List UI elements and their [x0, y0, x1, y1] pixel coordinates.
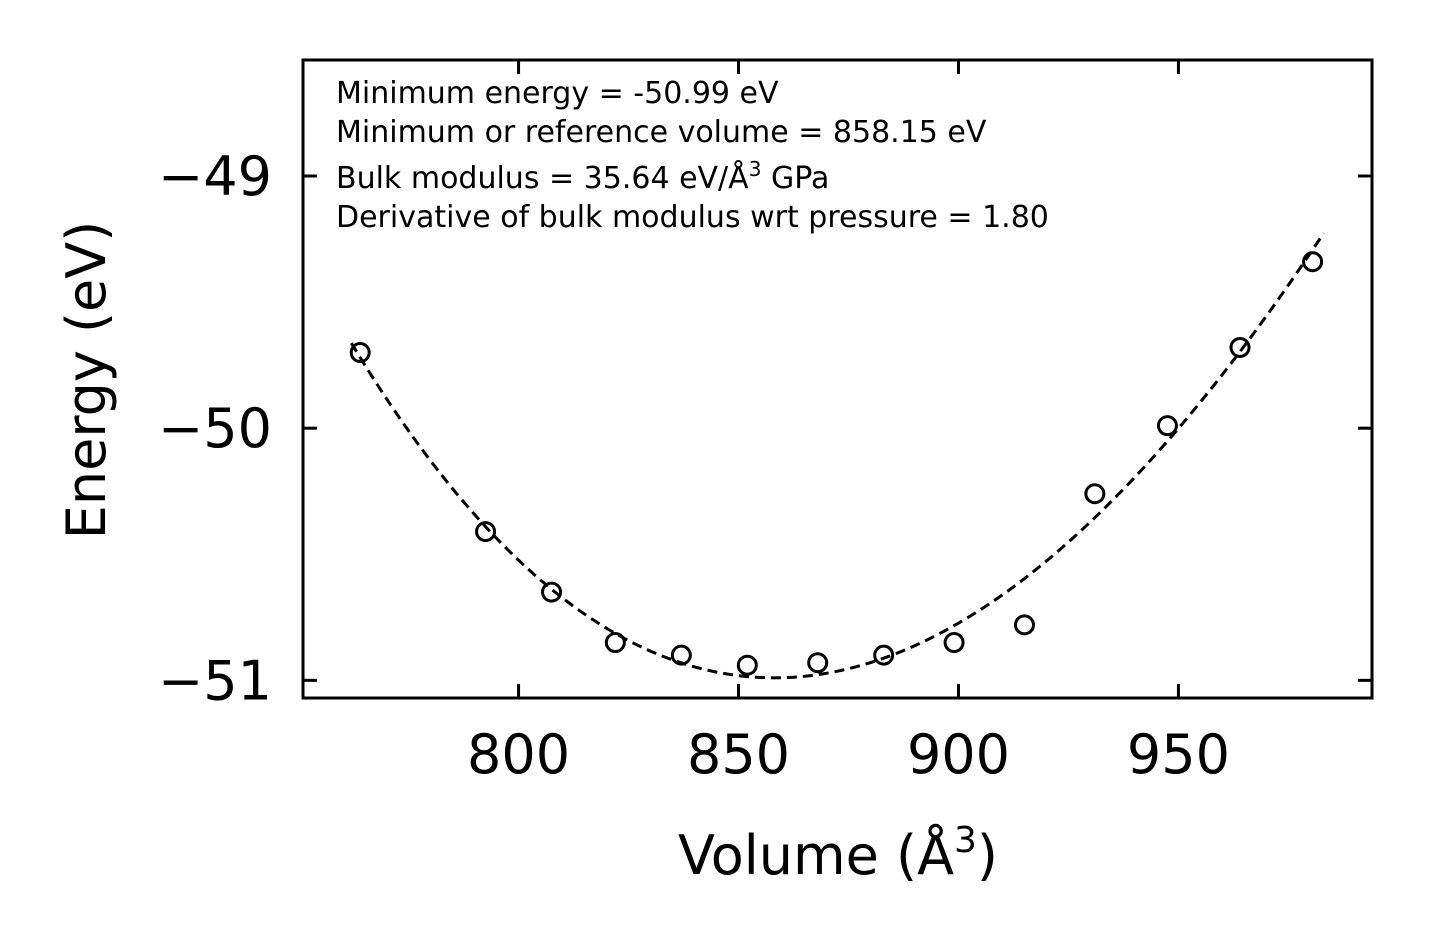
y-axis-label: Energy (eV): [55, 221, 118, 540]
annotation-min-volume: Minimum or reference volume = 858.15 eV: [336, 115, 987, 150]
fit-curve: [350, 232, 1325, 680]
annotation-bulk-derivative: Derivative of bulk modulus wrt pressure …: [336, 200, 1049, 235]
data-point: [1156, 415, 1178, 437]
data-point: [943, 632, 965, 654]
ticks: 800 850 900 950 −49 −50 −51: [158, 60, 1372, 786]
data-point: [1013, 614, 1035, 636]
plot-area: [349, 232, 1325, 680]
y-tick-label: −50: [158, 397, 272, 460]
y-tick-label: −51: [158, 649, 272, 712]
x-tick-label: 800: [467, 723, 570, 786]
data-point: [349, 342, 371, 364]
data-point: [873, 644, 895, 666]
annotation-bulk-modulus-sup: 3: [749, 157, 762, 181]
axes-frame: [301, 58, 1374, 700]
x-tick-label: 950: [1127, 723, 1230, 786]
x-tick-label: 850: [687, 723, 790, 786]
data-point: [807, 652, 829, 674]
annotation-min-energy: Minimum energy = -50.99 eV: [336, 76, 779, 111]
data-point: [1302, 251, 1324, 273]
x-axis-label-text: Volume (Å: [678, 823, 954, 887]
data-point: [736, 654, 758, 676]
y-tick-label: −49: [158, 145, 272, 208]
annotation-bulk-modulus: Bulk modulus = 35.64 eV/Å3 GPa: [336, 157, 829, 196]
x-axis-label-close: ): [977, 824, 998, 887]
data-point: [541, 581, 563, 603]
x-tick-label: 900: [907, 723, 1010, 786]
data-point: [1084, 483, 1106, 505]
x-axis-label-sup: 3: [954, 820, 977, 861]
data-point: [604, 632, 626, 654]
data-point: [670, 644, 692, 666]
data-point: [475, 521, 497, 543]
annotation-bulk-modulus-text: Bulk modulus = 35.64 eV/Å: [336, 160, 749, 196]
x-axis-label: Volume (Å3): [678, 820, 998, 887]
annotation-bulk-modulus-unit: GPa: [761, 161, 829, 196]
data-point: [1229, 336, 1251, 358]
